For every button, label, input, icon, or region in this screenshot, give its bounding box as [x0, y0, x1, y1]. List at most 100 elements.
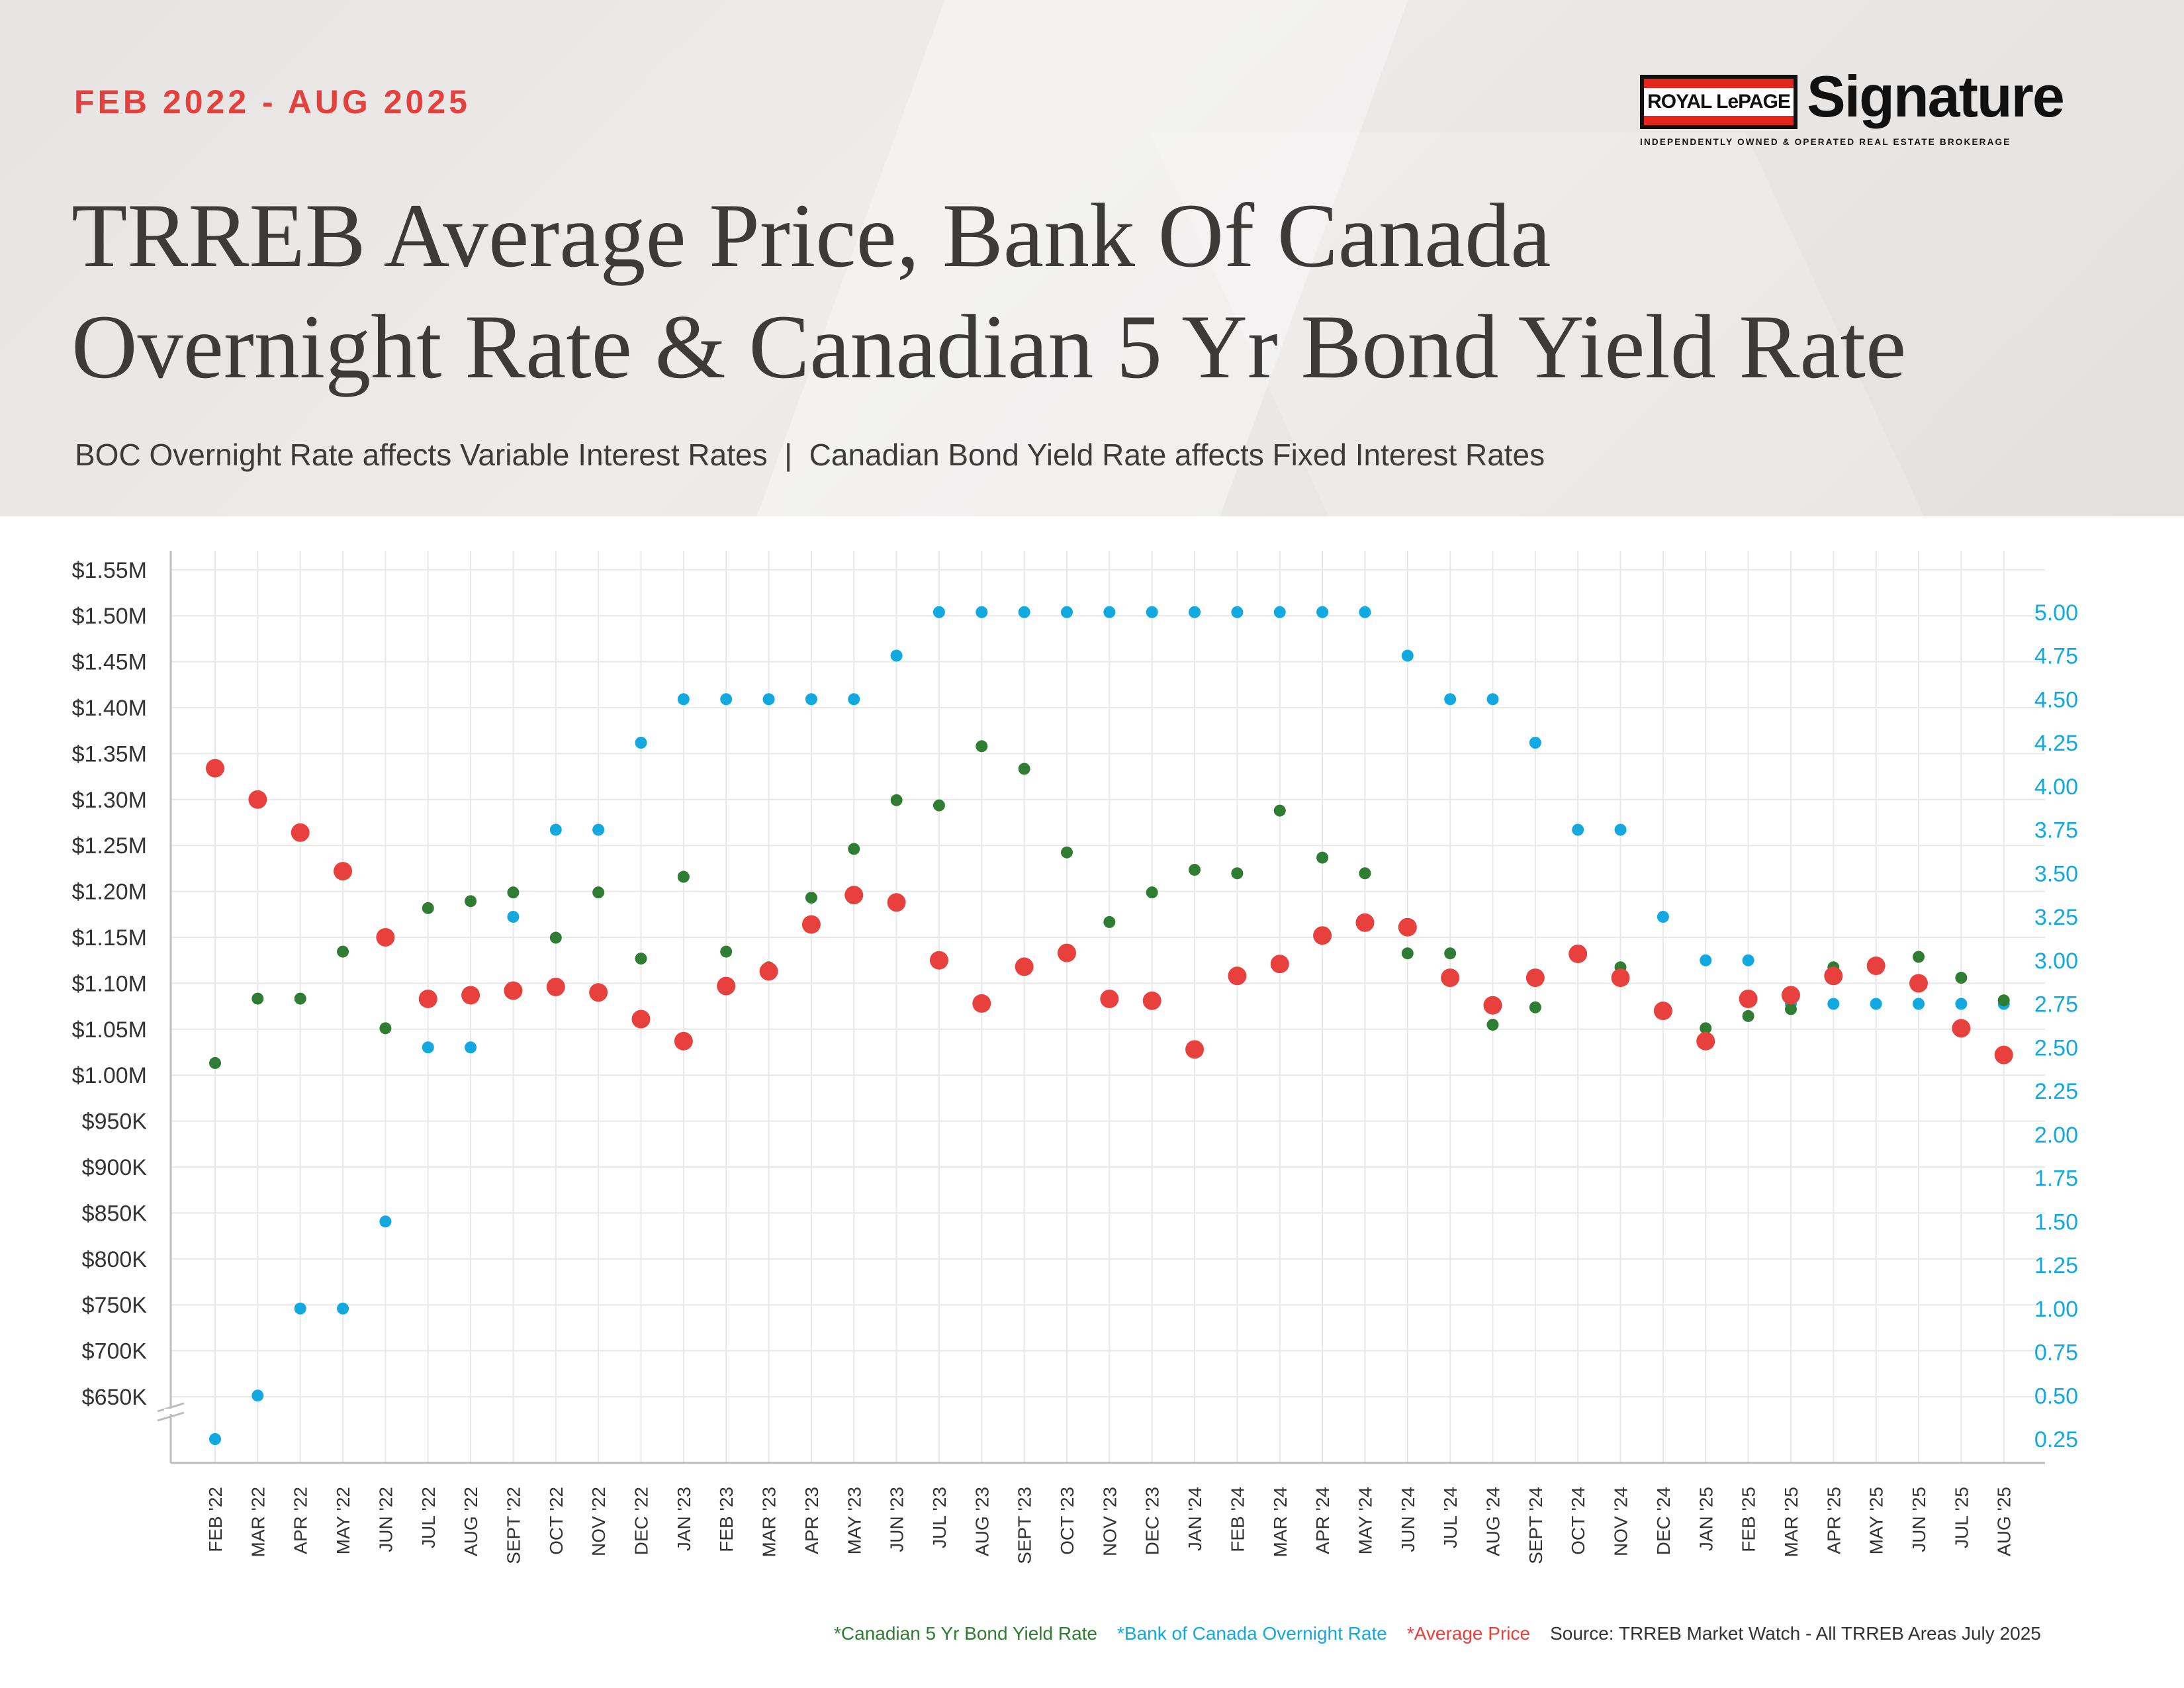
right-tick-label: 1.00 — [2034, 1297, 2078, 1322]
x-tick-label: NOV '22 — [588, 1487, 609, 1556]
x-tick-label: JUN '24 — [1398, 1487, 1418, 1552]
boc-point — [422, 1041, 434, 1054]
bond-point — [379, 1022, 392, 1035]
x-tick-label: MAR '23 — [759, 1487, 780, 1558]
boc-point — [251, 1389, 264, 1402]
boc-point — [337, 1302, 349, 1315]
boc-point — [635, 737, 647, 749]
left-tick-label: $1.05M — [72, 1017, 147, 1043]
boc-point — [848, 693, 860, 706]
x-tick-label: MAR '22 — [248, 1487, 268, 1558]
page-title: TRREB Average Price, Bank Of Canada Over… — [71, 180, 2057, 402]
left-tick-label: $1.15M — [72, 925, 147, 951]
x-tick-label: FEB '22 — [205, 1487, 226, 1552]
boc-point — [1231, 606, 1244, 618]
boc-point — [890, 649, 903, 662]
price-point — [1611, 968, 1630, 988]
bond-point — [1018, 763, 1030, 775]
boc-point — [805, 693, 817, 706]
bond-point — [465, 895, 477, 908]
left-tick-label: $900K — [82, 1155, 148, 1180]
badge-stripe-bottom — [1644, 116, 1794, 125]
price-point — [1739, 989, 1758, 1008]
x-tick-label: MAR '24 — [1270, 1487, 1291, 1558]
badge-text: ROYAL LePAGE — [1647, 91, 1791, 113]
logo-tagline: INDEPENDENTLY OWNED & OPERATED REAL ESTA… — [1640, 137, 2011, 147]
boc-point — [933, 606, 945, 618]
right-tick-label: 4.50 — [2034, 687, 2078, 712]
price-point — [1994, 1045, 2013, 1064]
x-tick-label: AUG '25 — [1994, 1487, 2015, 1556]
x-tick-label: NOV '23 — [1099, 1487, 1120, 1556]
price-point — [1355, 913, 1375, 932]
right-tick-label: 3.75 — [2034, 818, 2078, 843]
left-axis-ticks: $650K $700K $750K $800K $850K $900K $950K $1.00… — [72, 558, 148, 1410]
boc-point — [976, 606, 988, 618]
chart-legend: *Canadian 5 Yr Bond Yield Rate *Bank of C… — [834, 1623, 2061, 1644]
boc-point — [1870, 998, 1882, 1010]
bond-point — [337, 945, 349, 958]
x-tick-label: MAR '25 — [1781, 1487, 1801, 1558]
bond-point — [1529, 1001, 1541, 1013]
right-tick-label: 1.50 — [2034, 1209, 2078, 1235]
right-tick-label: 3.25 — [2034, 905, 2078, 930]
left-tick-label: $850K — [82, 1201, 148, 1226]
x-tick-label: FEB '25 — [1739, 1487, 1759, 1552]
bond-point — [209, 1056, 221, 1069]
price-point — [1824, 966, 1843, 986]
price-point — [206, 759, 224, 778]
boc-point — [379, 1215, 392, 1228]
bond-point — [805, 892, 817, 904]
right-tick-label: 2.50 — [2034, 1035, 2078, 1060]
right-tick-label: 1.75 — [2034, 1166, 2078, 1192]
bond-point — [1742, 1009, 1754, 1022]
bond-point — [1061, 846, 1073, 859]
price-point — [418, 989, 437, 1008]
boc-point — [1359, 606, 1371, 618]
bond-point — [507, 886, 520, 899]
price-point — [1653, 1002, 1672, 1021]
bond-point — [1401, 947, 1414, 960]
x-tick-label: APR '25 — [1823, 1487, 1844, 1554]
x-tick-label: MAY '25 — [1866, 1487, 1887, 1554]
left-tick-label: $1.25M — [72, 833, 147, 859]
price-point — [1525, 968, 1545, 988]
axis-break-gap — [164, 1409, 177, 1414]
boc-point — [1827, 998, 1840, 1010]
title-line-1: TRREB Average Price, Bank Of Canada — [71, 185, 1551, 286]
price-point — [589, 983, 608, 1002]
bond-point — [549, 931, 562, 944]
subtitle: BOC Overnight Rate affects Variable Inte… — [75, 437, 1545, 473]
price-point — [844, 886, 864, 905]
subtitle-left: BOC Overnight Rate affects Variable Inte… — [75, 438, 768, 472]
bond-point — [1444, 947, 1457, 960]
boc-point — [1444, 693, 1457, 706]
price-point — [929, 951, 948, 970]
x-tick-label: JUL '24 — [1440, 1487, 1461, 1548]
price-point — [248, 790, 267, 809]
price-point — [717, 976, 736, 996]
price-point — [1866, 957, 1886, 976]
series-boc-overnight-rate — [209, 606, 2010, 1445]
right-tick-label: 4.25 — [2034, 731, 2078, 756]
boc-point — [1486, 693, 1499, 706]
price-point — [801, 915, 821, 934]
x-tick-label: OCT '23 — [1057, 1487, 1077, 1555]
price-point — [972, 994, 991, 1013]
price-point — [291, 823, 310, 842]
boc-point — [1103, 606, 1116, 618]
boc-point — [1955, 998, 1968, 1010]
right-tick-label: 3.50 — [2034, 861, 2078, 886]
x-tick-label: FEB '24 — [1227, 1487, 1248, 1552]
boc-point — [294, 1302, 306, 1315]
bond-point — [592, 886, 605, 899]
price-point — [1228, 966, 1247, 986]
right-tick-label: 0.50 — [2034, 1383, 2078, 1409]
price-point — [887, 893, 906, 912]
left-tick-label: $1.40M — [72, 696, 147, 721]
right-tick-label: 5.00 — [2034, 600, 2078, 626]
price-point — [759, 962, 778, 981]
left-tick-label: $800K — [82, 1247, 148, 1272]
x-tick-label: APR '23 — [801, 1487, 822, 1554]
bond-point — [1997, 994, 2010, 1007]
